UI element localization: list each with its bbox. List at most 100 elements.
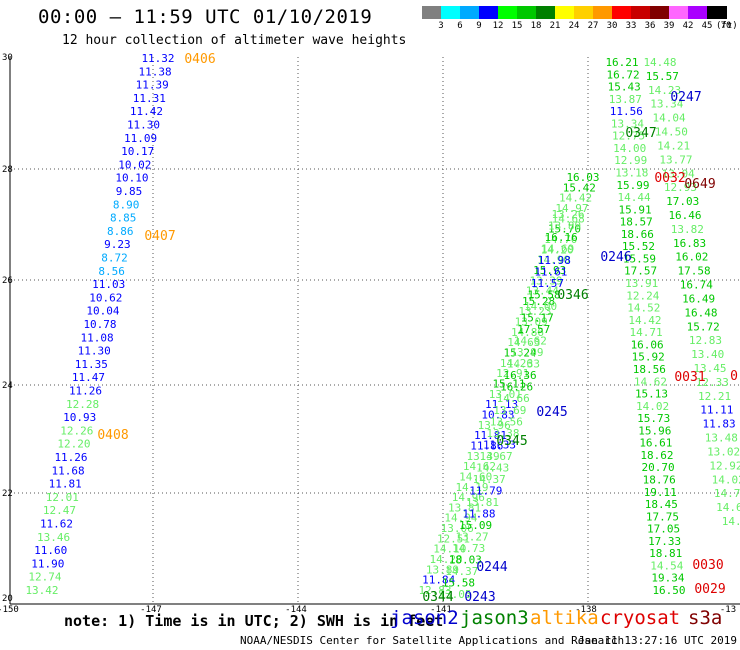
swh-reading-right-track-a: 15.73 <box>637 412 670 425</box>
swh-reading-right-track-a: 14.02 <box>636 400 669 413</box>
swh-reading-left-track: 11.62 <box>40 518 73 531</box>
color-scale-label: 6 <box>457 21 463 31</box>
swh-reading-mid-track-b: 11.79 <box>469 484 502 497</box>
color-scale-label: 33 <box>625 21 637 31</box>
longitude-tick-label: -150 <box>0 605 19 615</box>
swh-reading-right-track-a: 18.62 <box>640 449 673 462</box>
credit-line: NOAA/NESDIS Center for Satellite Applica… <box>240 634 625 647</box>
swh-reading-mid-track-a: 11.81 <box>474 429 507 442</box>
pass-time-label: 0244 <box>476 560 507 575</box>
swh-reading-left-track: 8.72 <box>101 252 128 265</box>
swh-reading-mid-track-a: 12.51 <box>437 532 470 545</box>
swh-reading-mid-track-a: 14.70 <box>544 233 577 246</box>
swh-reading-right-track-a: 12.75 <box>612 130 645 143</box>
swh-reading-mid-track-a: 11.86 <box>470 439 503 452</box>
swh-reading-mid-track-b: 14.33 <box>507 358 540 371</box>
color-scale-label: 42 <box>682 21 694 31</box>
swh-reading-mid-track-a: 15.11 <box>492 378 525 391</box>
swh-reading-left-track: 11.32 <box>141 52 174 65</box>
swh-reading-right-track-a: 13.87 <box>609 93 642 106</box>
swh-reading-right-track-a: 16.50 <box>652 584 685 597</box>
color-scale-label: 45 <box>701 21 713 31</box>
swh-reading-mid-track-b: 13.89 <box>548 220 581 233</box>
swh-reading-right-track-b: 16.46 <box>668 209 701 222</box>
swh-reading-left-track: 13.46 <box>37 531 70 544</box>
swh-reading-mid-track-b: 15.09 <box>459 519 492 532</box>
swh-reading-right-track-b: 14.02 <box>712 473 740 486</box>
swh-reading-right-track-a: 14.42 <box>628 314 661 327</box>
swh-reading-right-track-b: 13.34 <box>650 98 683 111</box>
swh-reading-mid-track-a: 14.20 <box>430 553 463 566</box>
swh-reading-mid-track-a: 13.06 <box>441 522 474 535</box>
color-scale-swatch <box>574 6 594 19</box>
swh-reading-mid-track-b: 16.36 <box>503 369 536 382</box>
swh-reading-right-track-b: 12.83 <box>689 334 722 347</box>
swh-reading-mid-track-b: 13.81 <box>466 496 499 509</box>
swh-reading-right-track-a: 14.44 <box>617 191 650 204</box>
satellite-label-s3a: s3a <box>688 607 723 629</box>
swh-reading-left-track: 11.81 <box>49 478 82 491</box>
swh-reading-left-track: 11.08 <box>81 331 114 344</box>
swh-reading-mid-track-a: 14.60 <box>459 470 492 483</box>
pass-time-label: 0246 <box>600 250 631 265</box>
pass-time-label: 0406 <box>184 52 215 67</box>
swh-reading-right-track-a: 13.34 <box>611 117 644 130</box>
swh-reading-mid-track-b: 13.38 <box>486 427 519 440</box>
swh-reading-left-track: 11.39 <box>136 79 169 92</box>
swh-reading-mid-track-a: 14.10 <box>433 543 466 556</box>
swh-reading-right-track-a: 20.70 <box>642 461 675 474</box>
swh-reading-right-track-a: 17.33 <box>648 535 681 548</box>
swh-reading-left-track: 11.31 <box>133 92 166 105</box>
swh-reading-left-track: 11.35 <box>75 358 108 371</box>
swh-reading-right-track-b: 15.72 <box>687 320 720 333</box>
swh-reading-right-track-b: 13.48 <box>705 432 738 445</box>
swh-reading-right-track-a: 15.59 <box>623 252 656 265</box>
latitude-tick-label: 22 <box>2 489 13 499</box>
swh-reading-right-track-a: 16.72 <box>607 68 640 81</box>
swh-reading-right-track-a: 13.91 <box>625 277 658 290</box>
swh-reading-left-track: 10.10 <box>115 172 148 185</box>
swh-reading-left-track: 9.23 <box>104 238 131 251</box>
pass-time-label: 0030 <box>692 558 723 573</box>
swh-reading-left-track: 11.30 <box>127 119 160 132</box>
color-scale-swatch <box>593 6 613 19</box>
swh-reading-right-track-a: 15.91 <box>619 203 652 216</box>
swh-reading-mid-track-b: 17.57 <box>517 323 550 336</box>
swh-reading-mid-track-b: 13.69 <box>493 404 526 417</box>
swh-reading-right-track-a: 15.13 <box>635 388 668 401</box>
swh-reading-mid-track-a: 14.20 <box>541 243 574 256</box>
swh-reading-mid-track-b: 14.37 <box>473 473 506 486</box>
color-scale-label: 21 <box>549 21 561 31</box>
swh-reading-mid-track-a: 14.63 <box>507 336 540 349</box>
swh-reading-right-track-b: 14.69 <box>716 501 740 514</box>
swh-reading-mid-track-a: 14.62 <box>463 460 496 473</box>
longitude-tick-label: -144 <box>285 605 307 615</box>
swh-reading-mid-track-b: 16.16 <box>545 231 578 244</box>
latitude-tick-label: 20 <box>2 594 13 604</box>
swh-reading-mid-track-a: 14.96 <box>452 491 485 504</box>
swh-reading-left-track: 11.38 <box>139 65 172 78</box>
swh-reading-left-track: 12.01 <box>46 491 79 504</box>
swh-reading-mid-track-a: 15.42 <box>563 181 596 194</box>
swh-reading-left-track: 8.86 <box>107 225 134 238</box>
color-scale-swatch <box>707 6 727 19</box>
swh-reading-mid-track-a: 14.42 <box>559 192 592 205</box>
latitude-tick-label: 26 <box>2 276 13 286</box>
swh-reading-left-track: 12.47 <box>43 504 76 517</box>
swh-reading-right-track-b: 12.21 <box>698 390 731 403</box>
longitude-tick-label: -141 <box>430 605 452 615</box>
swh-reading-right-track-b: 13.82 <box>671 223 704 236</box>
swh-reading-left-track: 10.62 <box>89 291 122 304</box>
swh-reading-mid-track-b: 14.66 <box>497 392 530 405</box>
satellite-label-altika: altika <box>530 607 599 629</box>
pass-time-label: 0345 <box>496 434 527 449</box>
swh-reading-right-track-b: 11.83 <box>703 418 736 431</box>
swh-reading-right-track-a: 15.43 <box>608 81 641 94</box>
swh-reading-mid-track-a: 14.19 <box>455 481 488 494</box>
swh-reading-mid-track-b: 14.73 <box>452 542 485 555</box>
swh-reading-left-track: 8.56 <box>98 265 125 278</box>
swh-reading-left-track: 11.09 <box>124 132 157 145</box>
pass-time-label: 0408 <box>97 428 128 443</box>
swh-reading-right-track-b: 12.93 <box>664 181 697 194</box>
